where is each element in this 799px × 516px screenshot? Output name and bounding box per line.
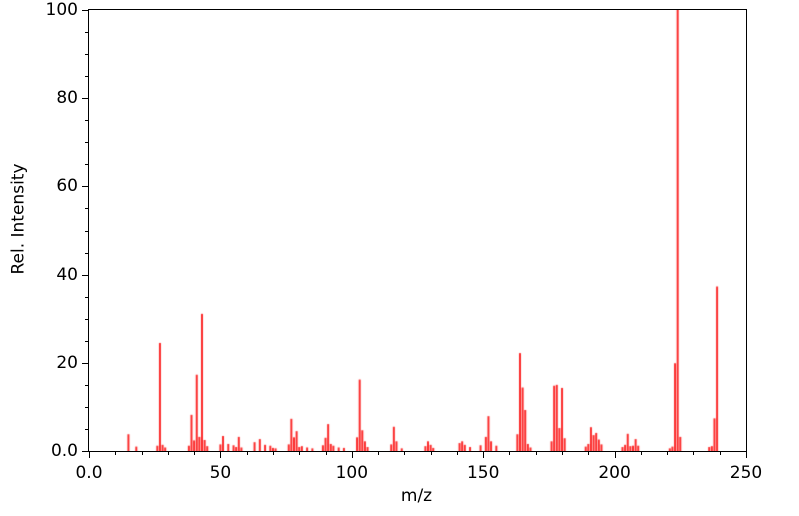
x-axis-tick-minor — [325, 451, 327, 455]
x-axis-tick-label: 150 — [466, 463, 500, 483]
x-axis-tick-label: 250 — [729, 463, 763, 483]
spectrum-plot-canvas — [89, 10, 746, 451]
x-axis-tick-minor — [562, 451, 564, 455]
y-axis-tick-label: 60 — [56, 176, 78, 197]
y-axis-title: Rel. Intensity — [8, 163, 29, 275]
y-axis-tick-minor — [85, 340, 89, 342]
x-axis-tick-minor — [167, 451, 169, 455]
y-axis-tick-label: 40 — [56, 264, 78, 285]
x-axis-tick-major — [89, 451, 90, 458]
x-axis-tick-minor — [115, 451, 117, 455]
y-axis-tick-label: 20 — [56, 352, 78, 373]
y-axis-tick-minor — [85, 318, 89, 320]
y-axis-tick-minor — [85, 54, 89, 56]
x-axis-tick-minor — [640, 451, 642, 455]
x-axis-tick-minor — [194, 451, 196, 455]
x-axis-tick-minor — [535, 451, 537, 455]
x-axis-title: m/z — [400, 486, 433, 506]
y-axis-tick-major — [82, 10, 89, 11]
x-axis-tick-minor — [430, 451, 432, 455]
x-axis-tick-minor — [588, 451, 590, 455]
y-axis-tick-minor — [85, 120, 89, 122]
y-axis-tick-minor — [85, 142, 89, 144]
x-axis-tick-minor — [246, 451, 248, 455]
x-axis-tick-minor — [667, 451, 669, 455]
plot-area: 0.0 20 40 60 80 100 0.0 50 100 150 200 250 — [46, 0, 763, 483]
y-axis-tick-minor — [85, 76, 89, 78]
x-axis-tick-label: 100 — [335, 463, 369, 483]
x-axis-tick-major — [483, 451, 485, 458]
x-axis-tick-minor — [693, 451, 695, 455]
x-axis-tick-minor — [299, 451, 301, 455]
x-axis-tick-minor — [404, 451, 406, 455]
x-axis-tick-minor — [141, 451, 143, 455]
x-axis-tick-major — [746, 451, 747, 458]
y-axis-tick-minor — [85, 296, 89, 298]
y-axis-tick-minor — [85, 164, 89, 166]
y-axis-tick-label: 0.0 — [50, 441, 78, 461]
y-axis-tick-minor — [85, 208, 89, 210]
y-axis-tick-major — [82, 451, 89, 452]
x-axis-tick-label: 50 — [209, 463, 232, 483]
y-axis-tick-minor — [85, 252, 89, 254]
y-axis-tick-minor — [85, 406, 89, 408]
y-axis-tick-label: 80 — [56, 88, 78, 109]
x-axis-tick-label: 200 — [598, 463, 631, 483]
x-axis-tick-minor — [378, 451, 380, 455]
y-axis-tick-minor — [85, 230, 89, 232]
x-axis-tick-minor — [272, 451, 274, 455]
y-axis-tick-major — [82, 362, 89, 364]
y-axis-tick-major — [82, 186, 89, 188]
x-axis-tick-minor — [719, 451, 721, 455]
y-axis-tick-minor — [85, 384, 89, 386]
x-axis-tick-major — [351, 451, 353, 458]
x-axis-tick-minor — [456, 451, 458, 455]
y-axis-tick-major — [82, 274, 89, 276]
y-axis-tick-label: 100 — [45, 0, 78, 20]
y-axis-tick-minor — [85, 428, 89, 430]
x-axis-tick-major — [614, 451, 616, 458]
x-axis-tick-minor — [509, 451, 511, 455]
y-axis-tick-minor — [85, 32, 89, 34]
y-axis-tick-major — [82, 98, 89, 100]
x-axis-tick-major — [220, 451, 222, 458]
x-axis-tick-label: 0.0 — [75, 463, 103, 483]
